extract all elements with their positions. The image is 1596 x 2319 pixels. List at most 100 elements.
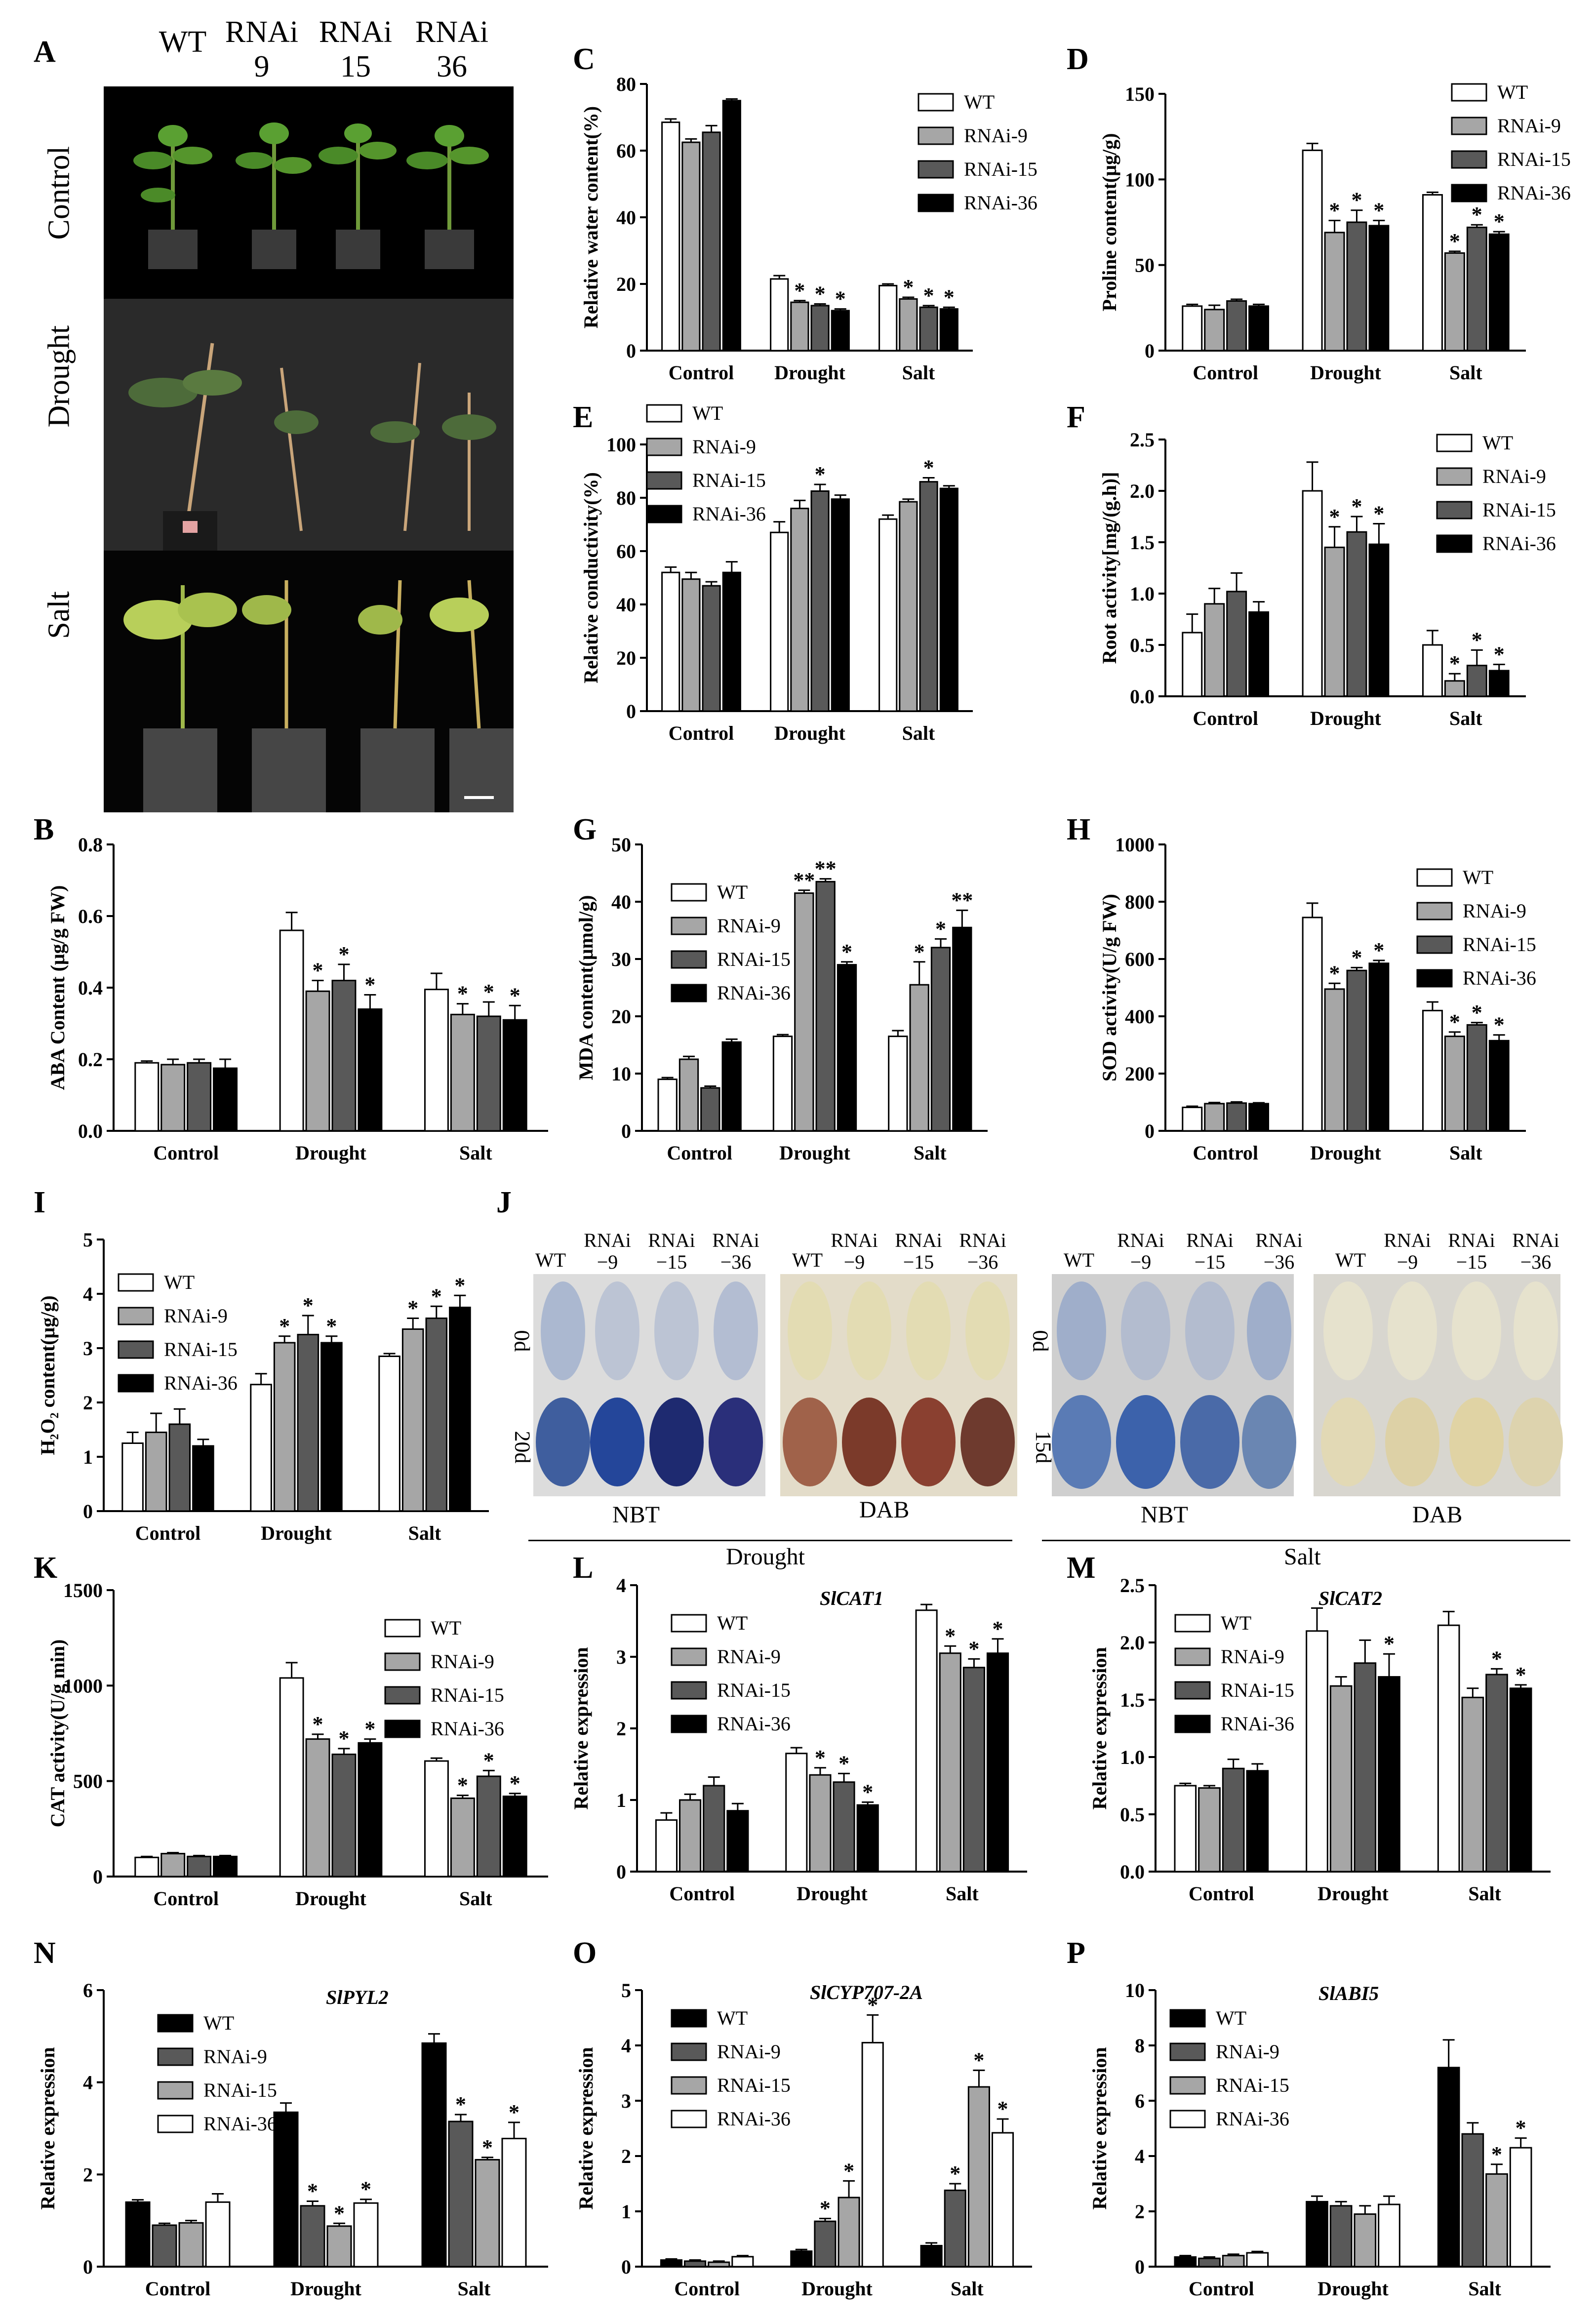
significance-star: *	[509, 2100, 519, 2124]
y-tick-label: 0	[1145, 340, 1155, 362]
x-tick-label: Salt	[408, 1522, 441, 1544]
bar	[476, 1015, 501, 1132]
bar	[1248, 611, 1270, 697]
bar	[1346, 531, 1367, 697]
x-tick-label: Drought	[295, 1887, 366, 1910]
legend-label: RNAi-36	[164, 1372, 238, 1394]
y-tick-label: 0.0	[78, 1120, 103, 1142]
y-tick-label: 1.5	[1120, 1689, 1145, 1711]
x-tick-label: Salt	[458, 2278, 491, 2300]
legend-swatch	[646, 471, 682, 490]
y-tick-label: 2	[621, 2145, 631, 2167]
panel-label-c: C	[573, 42, 595, 76]
significance-star: *	[843, 2159, 854, 2183]
y-tick-label: 2.5	[1130, 429, 1155, 451]
legend-label: RNAi-36	[1497, 182, 1571, 204]
bar	[1182, 1106, 1203, 1132]
y-tick-label: 50	[1135, 254, 1155, 277]
bar	[1204, 1103, 1225, 1132]
legend-swatch	[384, 1686, 421, 1705]
y-tick-label: 2.0	[1130, 480, 1155, 502]
bar	[833, 1781, 855, 1873]
bar	[810, 305, 830, 352]
bar	[939, 308, 958, 352]
bar	[919, 306, 938, 352]
x-tick-label: Control	[1193, 707, 1258, 729]
y-tick-label: 4	[1135, 2145, 1145, 2167]
panel-label-j: J	[496, 1186, 512, 1219]
y-tick-label: 800	[1125, 891, 1155, 913]
bar	[815, 880, 836, 1132]
j-stain-nbt-drought: NBT	[612, 1502, 660, 1528]
panel-label-p: P	[1067, 1936, 1085, 1970]
x-tick-label: Drought	[1310, 361, 1381, 384]
y-tick-label: 0	[1135, 2256, 1145, 2278]
chart-h: 0 200 400 600 800 1000 SOD activity(U/g FW) Con…	[1098, 835, 1536, 1164]
legend-swatch	[384, 1619, 421, 1638]
significance-star: *	[815, 462, 826, 486]
significance-star: *	[1494, 209, 1505, 234]
bar	[502, 1019, 527, 1132]
panel-label-g: G	[573, 813, 597, 846]
bar	[790, 301, 809, 352]
bar	[320, 1342, 343, 1512]
y-tick-label: 5	[621, 1979, 631, 2001]
bar	[1437, 1624, 1460, 1873]
legend-swatch	[918, 93, 954, 112]
bar	[1198, 1787, 1221, 1873]
x-tick-label: Drought	[1317, 1882, 1389, 1905]
legend-label: RNAi-9	[1463, 900, 1526, 922]
legend-swatch	[646, 404, 682, 423]
y-tick-label: 1000	[63, 1675, 103, 1697]
bar	[939, 1652, 961, 1873]
legend-swatch	[1169, 2110, 1206, 2128]
significance-star: *	[923, 456, 934, 480]
significance-star: *	[454, 1273, 465, 1297]
bar	[160, 1064, 186, 1132]
bar	[353, 2202, 379, 2268]
gene-name: SlABI5	[1318, 1982, 1379, 2004]
y-tick-label: 0.0	[1120, 1861, 1145, 1883]
bar	[920, 2244, 943, 2268]
y-tick-label: 3	[616, 1646, 626, 1668]
significance-star: *	[914, 940, 925, 964]
significance-star: *	[1494, 1013, 1505, 1037]
x-tick-label: Control	[674, 2278, 740, 2300]
bar	[1485, 2173, 1508, 2268]
bar	[1378, 1676, 1400, 1873]
j-drought-dab-header-rnai36: RNAi −36	[959, 1229, 1006, 1273]
y-tick-label: 50	[611, 835, 631, 856]
significance-star: *	[998, 2097, 1008, 2121]
x-tick-label: Control	[153, 1887, 219, 1910]
drought-plants	[128, 343, 496, 551]
legend-swatch	[1169, 2009, 1206, 2028]
y-tick-label: 0.2	[78, 1048, 103, 1071]
legend-swatch	[157, 2081, 194, 2100]
panel-label-m: M	[1067, 1551, 1096, 1585]
significance-star: *	[431, 1284, 442, 1308]
x-tick-label: Drought	[779, 1142, 850, 1164]
panel-a-row-control: Control	[42, 146, 76, 240]
bar	[1329, 1685, 1353, 1873]
significance-star: *	[510, 1771, 520, 1796]
legend-label: RNAi-15	[1216, 2074, 1289, 2096]
significance-star: *	[1351, 945, 1362, 969]
legend-label: RNAi-15	[1463, 933, 1536, 956]
x-tick-label: Drought	[774, 361, 845, 384]
salt-plants	[123, 580, 514, 812]
bar	[790, 2250, 813, 2268]
bar	[1246, 2252, 1269, 2268]
legend-swatch	[157, 2047, 194, 2066]
x-tick-label: Control	[669, 361, 734, 384]
significance-star: **	[793, 868, 815, 892]
bar	[930, 947, 951, 1132]
bar	[1306, 1630, 1328, 1873]
bar	[1368, 962, 1390, 1132]
chart-p: 0 2 4 6 8 10 Relative expression Control Drought…	[1088, 1979, 1551, 2300]
y-tick-label: 1.0	[1120, 1746, 1145, 1768]
legend-swatch	[646, 505, 682, 523]
panel-a-header-rnai15: RNAi 15	[319, 15, 393, 83]
bar	[952, 926, 972, 1132]
j-group-salt: Salt	[1284, 1544, 1321, 1570]
significance-star: *	[1329, 505, 1340, 529]
